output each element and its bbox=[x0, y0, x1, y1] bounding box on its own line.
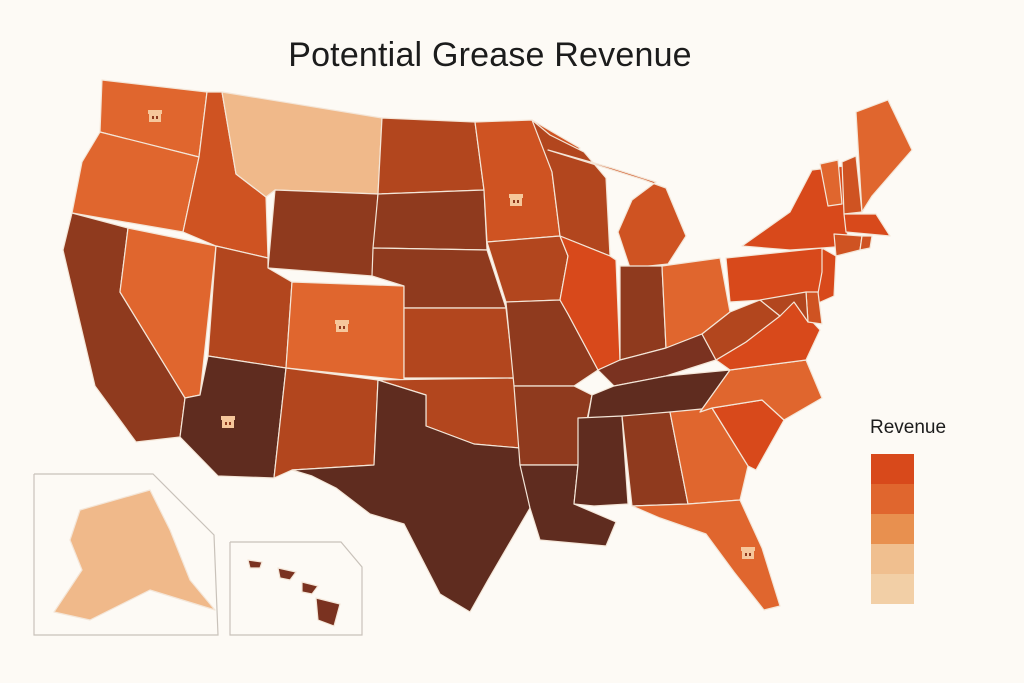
legend-swatch bbox=[871, 574, 914, 604]
restaurant-icon bbox=[335, 320, 349, 332]
state-kansas bbox=[403, 307, 515, 379]
restaurant-icon bbox=[148, 110, 162, 122]
state-wisconsin bbox=[531, 119, 611, 257]
state-florida bbox=[631, 499, 781, 611]
state-south-dakota bbox=[372, 189, 488, 251]
state-texas bbox=[291, 379, 531, 613]
state-wyoming bbox=[267, 189, 379, 277]
state-new-jersey bbox=[815, 247, 837, 305]
restaurant-icon bbox=[509, 194, 523, 206]
state-maryland bbox=[759, 291, 809, 323]
state-connecticut bbox=[833, 233, 863, 257]
state-oregon bbox=[71, 131, 200, 233]
state-montana bbox=[221, 91, 383, 198]
state-new-mexico bbox=[273, 367, 379, 479]
map-title: Potential Grease Revenue bbox=[288, 36, 692, 74]
alaska-inset-frame bbox=[33, 473, 219, 636]
legend-title: Revenue bbox=[870, 417, 947, 438]
state-rhode-island bbox=[859, 235, 873, 251]
legend-swatch bbox=[871, 454, 914, 484]
legend-swatch bbox=[871, 484, 914, 514]
legend-swatch bbox=[871, 514, 914, 544]
legend-color-scale bbox=[871, 454, 914, 604]
restaurant-icon bbox=[221, 416, 235, 428]
state-massachusetts bbox=[843, 213, 891, 237]
state-hawaii bbox=[247, 559, 341, 627]
state-maine bbox=[855, 99, 913, 213]
state-mississippi bbox=[573, 415, 629, 507]
state-indiana bbox=[619, 265, 667, 361]
legend-swatch bbox=[871, 544, 914, 574]
state-north-dakota bbox=[377, 117, 485, 195]
state-vermont bbox=[819, 159, 843, 207]
state-alaska bbox=[53, 489, 216, 621]
restaurant-icon bbox=[741, 547, 755, 559]
hawaii-inset-frame bbox=[229, 541, 363, 636]
